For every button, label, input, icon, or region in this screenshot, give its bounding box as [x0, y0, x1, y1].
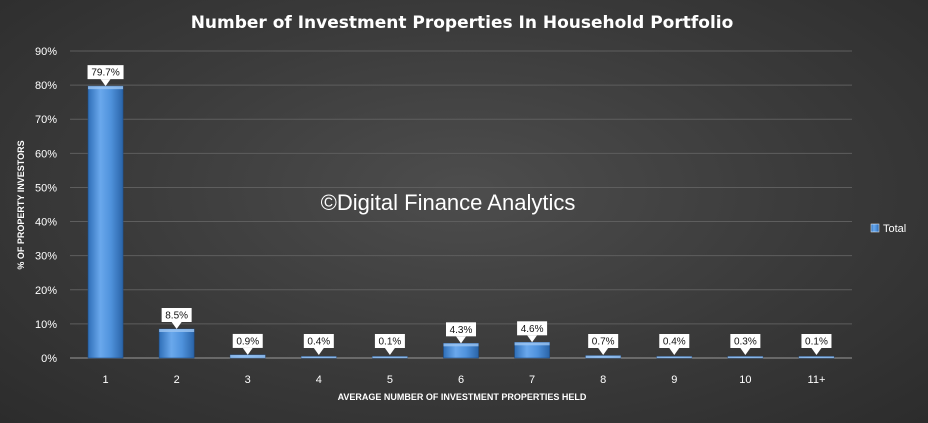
data-label-pointer [669, 348, 680, 355]
y-tick-label: 80% [35, 80, 57, 92]
y-tick-label: 90% [35, 46, 57, 58]
bar-top-highlight [443, 343, 479, 347]
x-tick-label: 8 [600, 374, 606, 386]
bar-top-highlight [372, 356, 408, 358]
bar [158, 328, 195, 359]
data-label: 0.9% [236, 336, 259, 347]
x-tick-label: 5 [387, 374, 393, 386]
x-tick-label: 4 [316, 374, 322, 386]
bar [87, 85, 124, 359]
data-label-box [659, 334, 690, 348]
data-label: 0.1% [805, 337, 828, 348]
data-labels: 79.7% 8.5% 0.9% 0.4% 0.1% 4.3% 4.6% 0.7% 0.4% 0.3… [87, 65, 832, 355]
data-label: 8.5% [165, 311, 188, 322]
data-label: 4.6% [521, 324, 544, 335]
data-label-box [161, 308, 192, 323]
data-label-pointer [740, 348, 751, 355]
y-axis-ticks: 0% 10% 20% 30% 40% 50% 60% 70% 80% 90% [35, 46, 57, 365]
y-tick-label: 30% [35, 251, 57, 263]
data-label-box [801, 334, 832, 348]
bar-top-highlight [301, 356, 337, 358]
data-label-pointer [171, 322, 182, 330]
x-tick-label: 9 [671, 374, 677, 386]
x-axis-title: AVERAGE NUMBER OF INVESTMENT PROPERTIES … [338, 392, 587, 402]
data-label-pointer [384, 348, 395, 355]
bar-top-highlight [727, 356, 763, 358]
x-tick-label: 6 [458, 374, 464, 386]
data-label-pointer [242, 347, 253, 355]
bar-top-highlight [585, 355, 621, 358]
gridlines [70, 50, 852, 359]
data-label-box [87, 65, 124, 80]
data-label-box [517, 321, 548, 336]
y-axis-title: % OF PROPERTY INVESTORS [16, 140, 26, 269]
x-tick-label: 10 [739, 374, 751, 386]
y-tick-label: 20% [35, 285, 57, 297]
bar-top-highlight [514, 342, 550, 346]
bar-top-highlight [656, 356, 692, 358]
x-tick-label: 3 [245, 374, 251, 386]
data-label-box [232, 333, 263, 348]
data-label-pointer [100, 79, 111, 87]
bar-top-highlight [159, 329, 195, 333]
legend: Total [870, 223, 906, 235]
data-label: 0.3% [734, 337, 757, 348]
x-tick-label: 7 [529, 374, 535, 386]
bar-top-highlight [798, 356, 834, 358]
y-tick-label: 50% [35, 182, 57, 194]
y-tick-label: 10% [35, 319, 57, 331]
data-label: 79.7% [91, 68, 119, 79]
y-tick-label: 60% [35, 148, 57, 160]
x-tick-label: 11+ [808, 374, 826, 386]
data-label-box [730, 334, 761, 348]
bar-top-highlight [230, 354, 266, 358]
data-label-pointer [313, 348, 324, 355]
y-tick-label: 0% [41, 353, 57, 365]
data-label: 0.4% [307, 337, 330, 348]
watermark-annotation: ©Digital Finance Analytics [321, 190, 576, 215]
y-tick-label: 70% [35, 114, 57, 126]
data-label-pointer [598, 348, 609, 355]
x-tick-label: 1 [102, 374, 108, 386]
data-label-box [303, 334, 334, 348]
x-axis-ticks: 1 2 3 4 5 6 7 8 9 10 11+ [102, 374, 825, 386]
bars [87, 85, 835, 359]
data-label: 0.4% [663, 337, 686, 348]
data-label-box [374, 334, 405, 348]
y-tick-label: 40% [35, 217, 57, 229]
legend-swatch [870, 223, 880, 233]
data-label: 0.7% [592, 337, 615, 348]
data-label-box [446, 322, 476, 337]
data-label: 0.1% [379, 337, 402, 348]
data-label-pointer [811, 348, 822, 355]
bar-top-highlight [88, 86, 124, 90]
data-label-pointer [456, 336, 466, 344]
data-label: 4.3% [450, 325, 473, 336]
chart-title: Number of Investment Properties In House… [191, 13, 734, 33]
data-label-pointer [527, 335, 538, 343]
legend-label: Total [883, 223, 906, 235]
x-tick-label: 2 [174, 374, 180, 386]
data-label-box [588, 334, 619, 348]
